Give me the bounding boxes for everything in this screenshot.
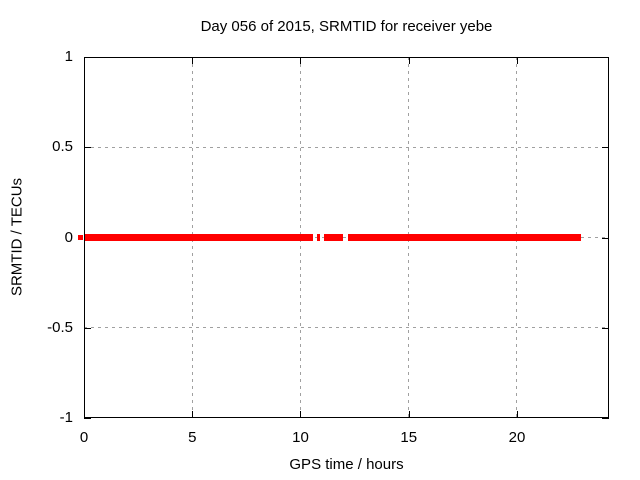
y-tick-label: 0.5 xyxy=(52,138,73,156)
x-axis-label: GPS time / hours xyxy=(289,456,404,473)
x-tick-bottom xyxy=(300,411,302,418)
y-gridline xyxy=(84,327,609,329)
y-tick-left xyxy=(84,147,91,149)
y-tick-label: -0.5 xyxy=(47,318,73,336)
x-tick-label: 10 xyxy=(292,429,309,446)
plot-border xyxy=(84,57,609,418)
y-tick-right xyxy=(602,418,609,419)
x-tick-top xyxy=(192,57,194,64)
y-tick-label: -1 xyxy=(59,409,73,426)
x-tick-bottom xyxy=(192,411,194,418)
data-segment xyxy=(85,234,314,241)
x-tick-top xyxy=(516,57,518,64)
x-tick-label: 0 xyxy=(79,429,89,446)
y-tick-right xyxy=(602,147,609,149)
y-tick-left xyxy=(84,418,91,419)
y-gridline xyxy=(84,146,609,148)
plot-area xyxy=(78,57,609,419)
x-tick-bottom xyxy=(408,411,410,418)
chart-title: Day 056 of 2015, SRMTID for receiver yeb… xyxy=(200,18,493,35)
zero-tick-overflow-dash xyxy=(78,235,83,240)
y-tick-label: 0 xyxy=(64,228,73,246)
x-tick-label: 20 xyxy=(508,429,526,446)
y-tick-right xyxy=(602,237,609,239)
x-tick-label: 5 xyxy=(188,429,197,446)
x-tick-top xyxy=(300,57,302,64)
x-tick-bottom xyxy=(516,411,518,418)
y-gridline xyxy=(84,237,609,238)
data-segment xyxy=(316,234,320,241)
y-tick-left xyxy=(84,327,91,329)
data-segment xyxy=(323,234,343,241)
y-tick-label: 1 xyxy=(64,48,73,65)
y-tick-right xyxy=(602,327,609,329)
x-tick-label: 15 xyxy=(400,429,418,446)
x-tick-top xyxy=(408,57,410,64)
data-segment xyxy=(347,234,582,241)
